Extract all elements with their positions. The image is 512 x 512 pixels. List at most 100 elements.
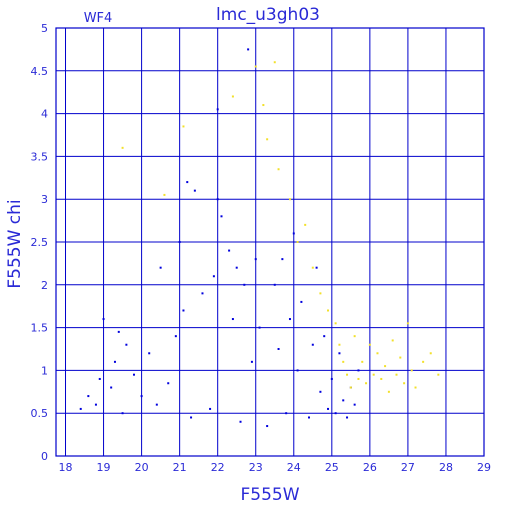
x-tick-label: 29 bbox=[477, 461, 491, 474]
data-point bbox=[334, 412, 337, 415]
data-point bbox=[228, 249, 231, 252]
data-point-secondary bbox=[422, 360, 425, 363]
data-point-secondary bbox=[376, 352, 379, 355]
data-point bbox=[98, 377, 101, 380]
data-point bbox=[353, 403, 356, 406]
x-tick-label: 27 bbox=[401, 461, 415, 474]
data-point bbox=[258, 326, 261, 329]
data-point bbox=[216, 198, 219, 201]
data-point bbox=[296, 369, 299, 372]
data-point-secondary bbox=[353, 335, 356, 338]
data-point bbox=[167, 382, 170, 385]
x-tick-label: 26 bbox=[363, 461, 377, 474]
y-tick-label: 2 bbox=[41, 279, 48, 292]
data-point-secondary bbox=[273, 61, 276, 64]
data-point bbox=[79, 407, 82, 410]
x-tick-label: 18 bbox=[59, 461, 73, 474]
x-tick-label: 24 bbox=[287, 461, 301, 474]
data-point bbox=[121, 412, 124, 415]
data-point-secondary bbox=[357, 377, 360, 380]
data-point-secondary bbox=[334, 322, 337, 325]
data-point-secondary bbox=[387, 390, 390, 393]
data-point-secondary bbox=[296, 241, 299, 243]
data-point-secondary bbox=[361, 360, 364, 363]
data-point bbox=[323, 335, 326, 338]
data-point bbox=[212, 275, 215, 278]
data-point bbox=[193, 189, 196, 192]
plot-frame bbox=[55, 27, 485, 457]
x-tick-label: 22 bbox=[211, 461, 225, 474]
data-point bbox=[311, 343, 314, 346]
data-point bbox=[285, 412, 288, 415]
data-point-secondary bbox=[163, 193, 166, 196]
data-point bbox=[247, 48, 250, 51]
data-point bbox=[254, 258, 257, 261]
data-point-secondary bbox=[365, 382, 368, 385]
data-point bbox=[243, 283, 246, 286]
data-point-secondary bbox=[406, 322, 409, 325]
data-points bbox=[79, 48, 440, 428]
data-point bbox=[357, 369, 360, 372]
x-tick-label: 21 bbox=[173, 461, 187, 474]
data-point bbox=[273, 283, 276, 286]
data-point bbox=[338, 352, 341, 355]
data-point bbox=[220, 215, 223, 218]
data-point bbox=[182, 309, 185, 312]
data-point bbox=[159, 266, 162, 269]
x-tick-label: 25 bbox=[325, 461, 339, 474]
data-point-secondary bbox=[231, 95, 234, 98]
y-tick-label: 3.5 bbox=[31, 150, 49, 163]
data-point-secondary bbox=[429, 352, 432, 355]
data-point-secondary bbox=[384, 365, 387, 368]
data-point bbox=[239, 420, 242, 423]
data-point bbox=[201, 292, 204, 295]
data-point bbox=[342, 399, 345, 402]
data-point-secondary bbox=[338, 343, 341, 346]
y-tick-labels: 0 0.5 1 1.5 2 2.5 3 3.5 4 4.5 5 bbox=[31, 22, 49, 463]
data-point-secondary bbox=[372, 373, 375, 376]
data-point bbox=[300, 300, 303, 303]
panel-label: WF4 bbox=[84, 11, 113, 26]
data-point-secondary bbox=[399, 356, 402, 359]
data-point bbox=[155, 403, 158, 406]
data-point bbox=[94, 403, 97, 406]
data-point-secondary bbox=[437, 373, 440, 376]
data-point bbox=[250, 360, 253, 363]
data-point bbox=[178, 241, 181, 243]
data-point bbox=[281, 258, 284, 261]
data-point-secondary bbox=[327, 309, 330, 312]
y-tick-label: 2.5 bbox=[31, 236, 49, 249]
data-point bbox=[327, 407, 330, 410]
data-point bbox=[132, 373, 135, 376]
grid bbox=[56, 27, 485, 457]
data-point-secondary bbox=[391, 339, 394, 342]
data-point-secondary bbox=[266, 138, 269, 141]
data-point-secondary bbox=[288, 198, 291, 201]
y-axis-label: F555W chi bbox=[5, 199, 25, 288]
data-point bbox=[110, 386, 113, 389]
data-point bbox=[315, 266, 318, 269]
y-tick-label: 1 bbox=[41, 364, 48, 377]
data-point bbox=[346, 416, 349, 419]
data-point bbox=[231, 318, 234, 321]
data-point-secondary bbox=[262, 104, 265, 107]
data-point-secondary bbox=[414, 386, 417, 389]
x-axis-label: F555W bbox=[240, 485, 299, 505]
x-tick-label: 28 bbox=[439, 461, 453, 474]
data-point bbox=[102, 318, 105, 321]
y-tick-label: 0.5 bbox=[31, 407, 49, 420]
y-tick-label: 5 bbox=[41, 22, 48, 35]
data-point-secondary bbox=[342, 360, 345, 363]
data-point bbox=[125, 343, 128, 346]
x-tick-labels: 18 19 20 21 22 23 24 25 26 27 28 29 bbox=[59, 461, 491, 474]
data-point-secondary bbox=[304, 223, 307, 226]
data-point bbox=[117, 330, 120, 333]
data-point bbox=[174, 335, 177, 338]
data-point bbox=[209, 407, 212, 410]
x-tick-label: 20 bbox=[135, 461, 149, 474]
data-point bbox=[216, 108, 219, 111]
data-point-secondary bbox=[349, 386, 352, 389]
data-point-secondary bbox=[121, 146, 124, 149]
data-point bbox=[277, 348, 280, 350]
data-point-secondary bbox=[380, 377, 383, 380]
